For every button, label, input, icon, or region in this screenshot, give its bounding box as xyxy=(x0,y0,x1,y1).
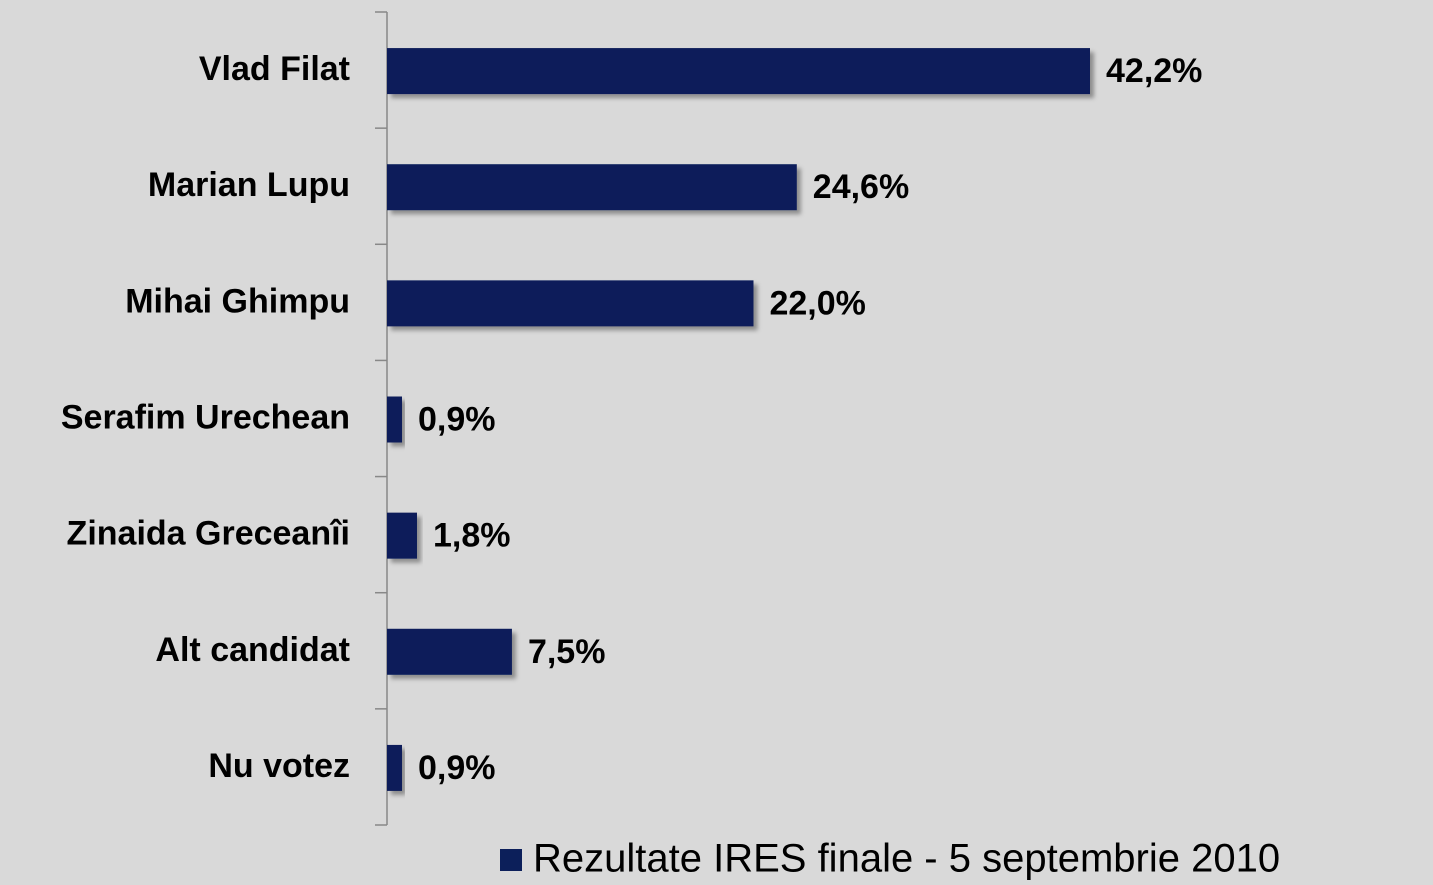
legend-label: Rezultate IRES finale - 5 septembrie 201… xyxy=(533,837,1280,881)
category-label: Serafim Urechean xyxy=(61,398,350,436)
category-label: Mihai Ghimpu xyxy=(125,282,350,320)
category-label: Nu votez xyxy=(208,747,350,785)
data-label: 0,9% xyxy=(418,400,496,438)
data-label: 7,5% xyxy=(528,633,606,671)
legend-swatch xyxy=(500,849,522,871)
data-label: 0,9% xyxy=(418,749,496,787)
bar xyxy=(387,628,512,675)
bar xyxy=(387,396,402,443)
category-label: Vlad Filat xyxy=(199,50,350,88)
data-label: 1,8% xyxy=(433,517,511,555)
data-label: 42,2% xyxy=(1106,52,1202,90)
bar xyxy=(387,164,797,211)
bar xyxy=(387,512,417,559)
bar xyxy=(387,48,1090,95)
category-label: Zinaida Greceanîi xyxy=(67,515,350,553)
bar xyxy=(387,744,402,791)
category-label: Marian Lupu xyxy=(148,166,350,204)
data-label: 22,0% xyxy=(769,284,865,322)
data-label: 24,6% xyxy=(813,168,909,206)
category-label: Alt candidat xyxy=(155,631,350,669)
bar xyxy=(387,280,754,327)
